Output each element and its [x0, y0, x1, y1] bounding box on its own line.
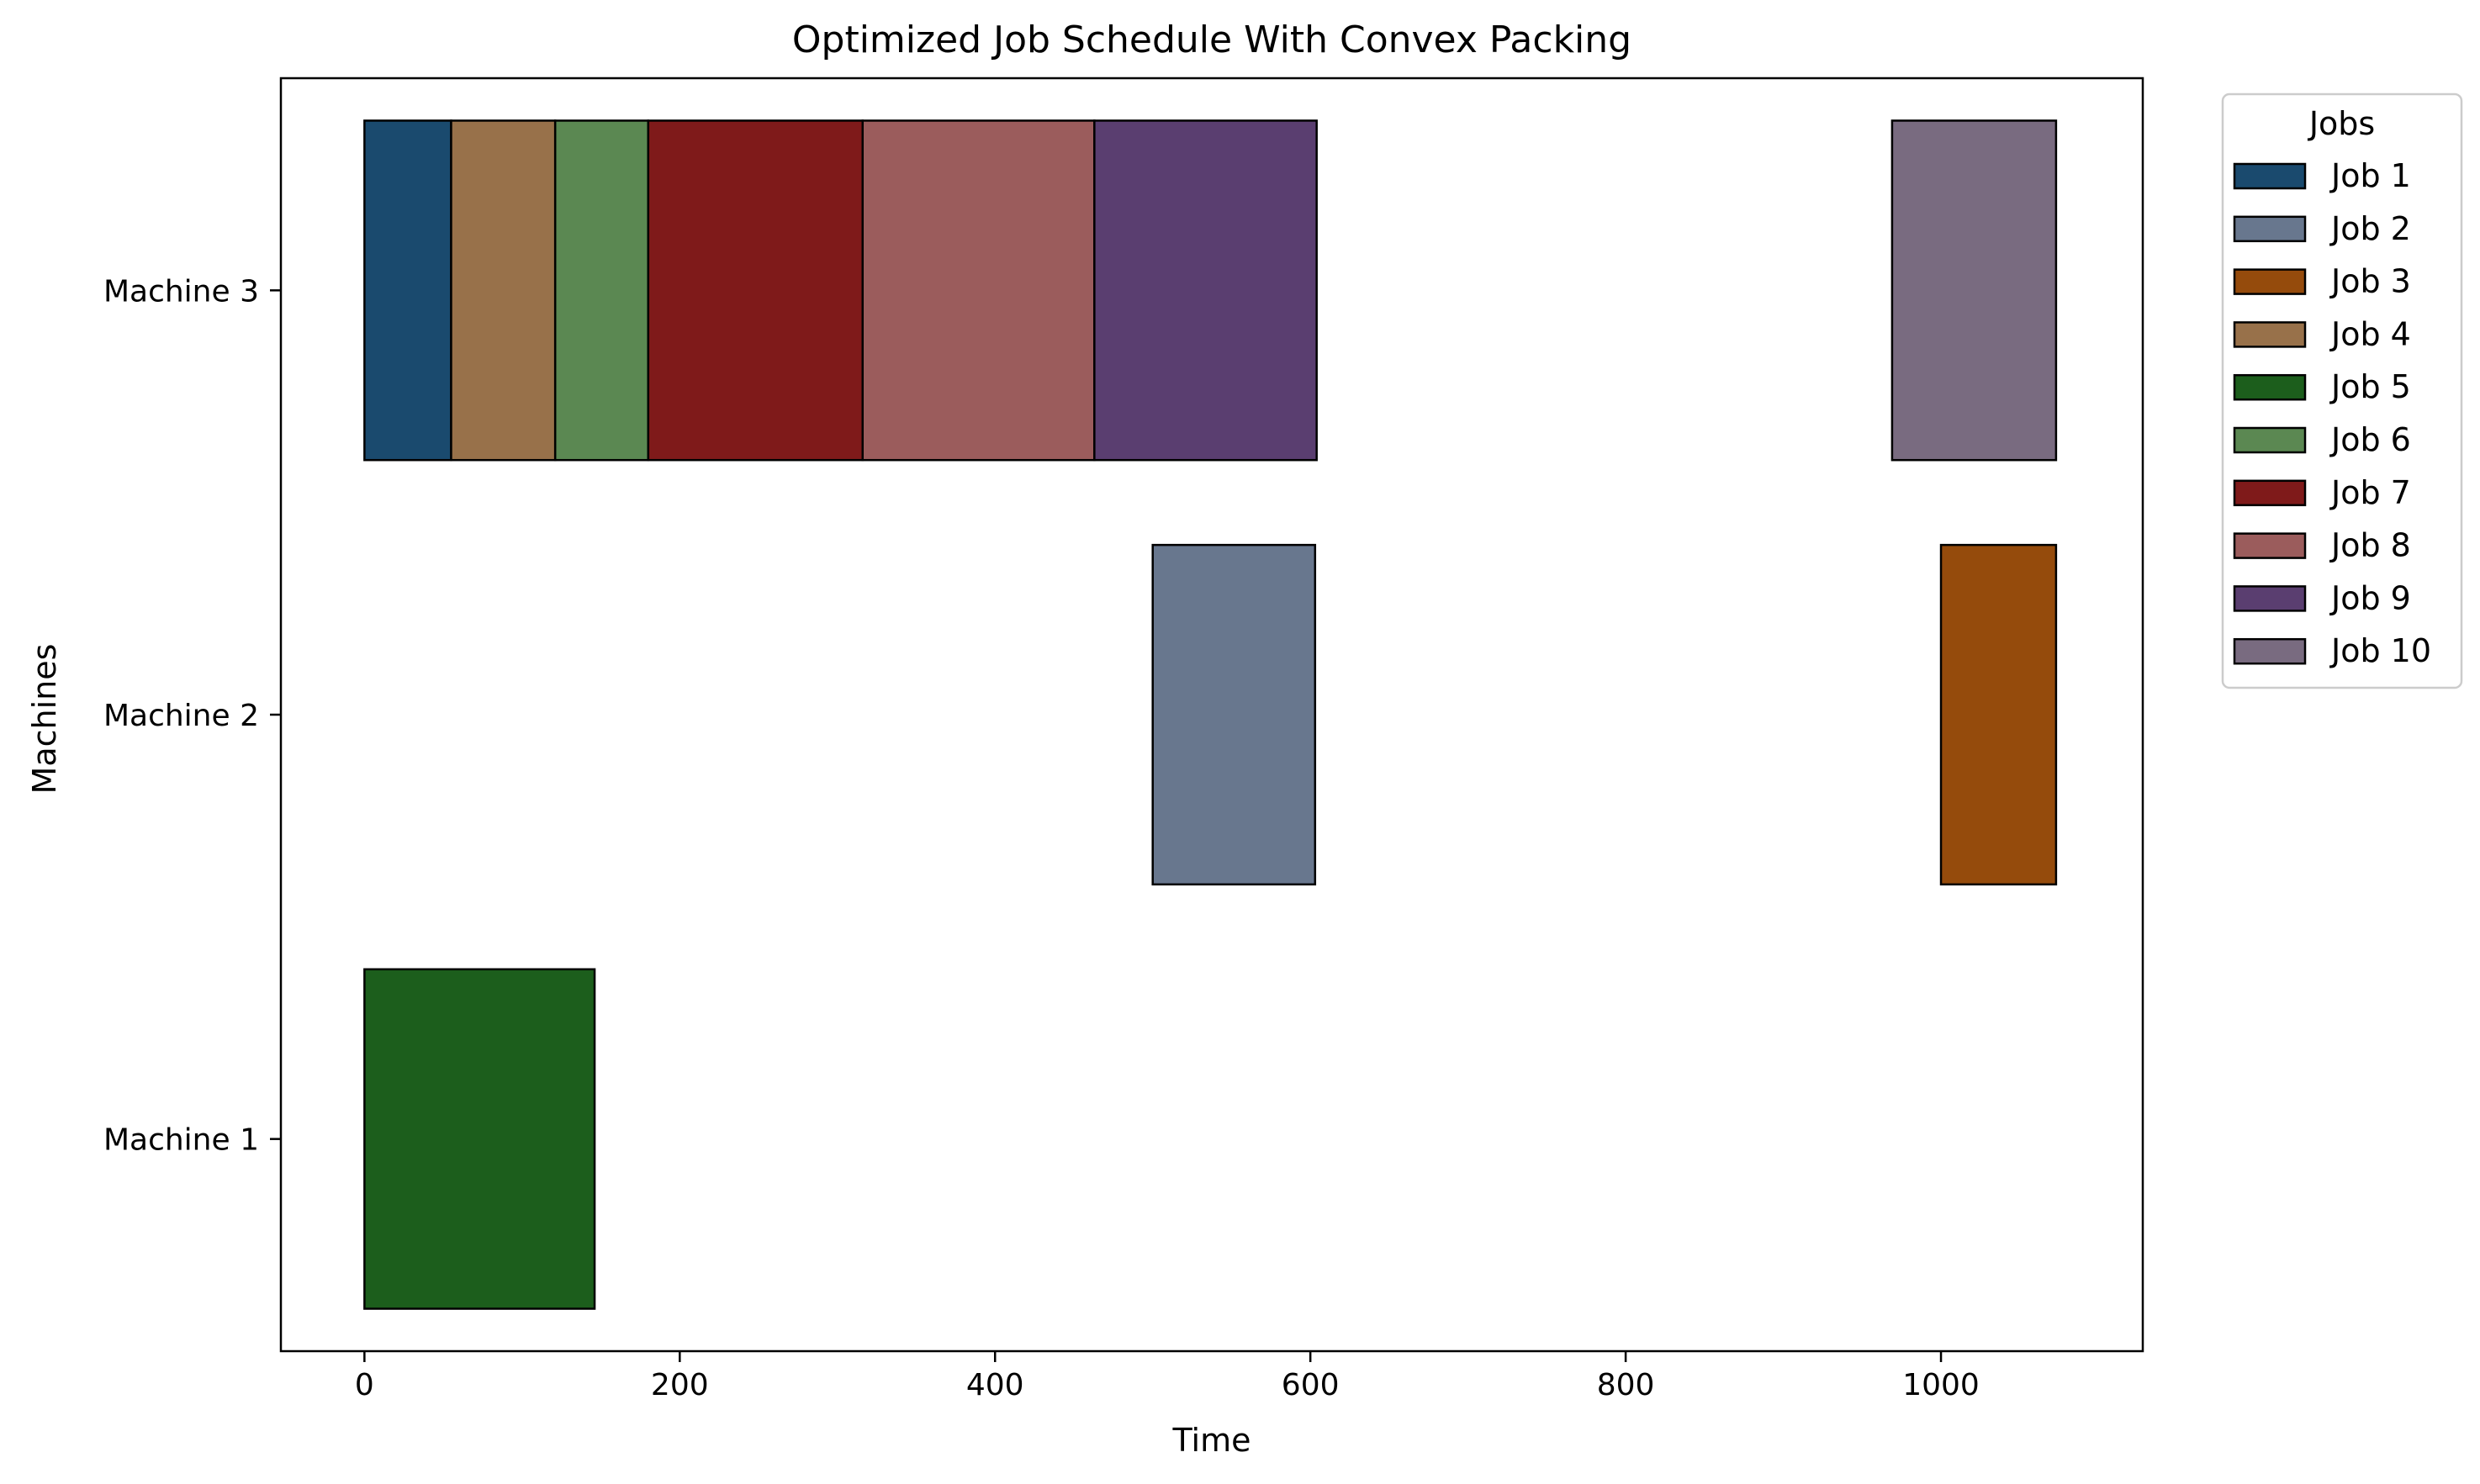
legend-label: Job 6	[2329, 421, 2411, 458]
x-tick-label: 0	[355, 1368, 374, 1402]
x-axis-label: Time	[1172, 1422, 1251, 1459]
y-tick-label: Machine 1	[103, 1123, 259, 1158]
job-bars	[363, 119, 2058, 1310]
y-axis: Machine 1 Machine 2 Machine 3	[103, 274, 281, 1158]
legend-label: Job 2	[2329, 210, 2411, 247]
job-bar	[1151, 543, 1317, 886]
job-bar	[363, 968, 596, 1310]
legend-swatch	[2233, 426, 2307, 454]
legend-label: Job 3	[2329, 263, 2411, 300]
x-tick-label: 600	[1282, 1368, 1340, 1402]
x-tick-label: 400	[966, 1368, 1024, 1402]
legend-label: Job 4	[2329, 315, 2411, 352]
legend-swatch	[2233, 373, 2307, 401]
x-tick-label: 800	[1597, 1368, 1655, 1402]
chart-title: Optimized Job Schedule With Convex Packi…	[792, 18, 1631, 61]
legend-swatch	[2233, 637, 2307, 665]
job-bar	[553, 119, 650, 462]
job-bar	[861, 119, 1096, 462]
legend-swatch	[2233, 479, 2307, 507]
job-bar	[1939, 543, 2058, 886]
legend-swatch	[2233, 268, 2307, 295]
legend: Jobs Job 1 Job 2 Job 3 Job 4 Job 5 Job 6 Job 7…	[2221, 92, 2463, 689]
legend-swatch	[2233, 162, 2307, 190]
legend-swatch	[2233, 532, 2307, 559]
x-tick-label: 1000	[1902, 1368, 1980, 1402]
legend-title: Jobs	[2308, 105, 2375, 142]
legend-swatch	[2233, 215, 2307, 243]
legend-label: Job 7	[2329, 474, 2411, 511]
legend-label: Job 5	[2329, 368, 2411, 405]
job-bar	[450, 119, 557, 462]
y-tick-label: Machine 3	[103, 274, 259, 309]
legend-entries: Job 1 Job 2 Job 3 Job 4 Job 5 Job 6 Job 7 Job 8…	[2233, 157, 2431, 669]
job-bar	[363, 119, 452, 462]
job-bar	[647, 119, 865, 462]
legend-swatch	[2233, 585, 2307, 612]
legend-label: Job 10	[2329, 632, 2431, 669]
y-tick-label: Machine 2	[103, 699, 259, 733]
x-axis: 0 200 400 600 800 1000	[355, 1351, 1980, 1402]
legend-swatch	[2233, 321, 2307, 348]
legend-label: Job 1	[2329, 157, 2411, 194]
x-tick-label: 200	[651, 1368, 709, 1402]
y-axis-label: Machines	[26, 644, 63, 795]
job-bar	[1093, 119, 1318, 462]
legend-label: Job 9	[2329, 579, 2411, 616]
job-bar	[1890, 119, 2058, 462]
legend-label: Job 8	[2329, 527, 2411, 564]
